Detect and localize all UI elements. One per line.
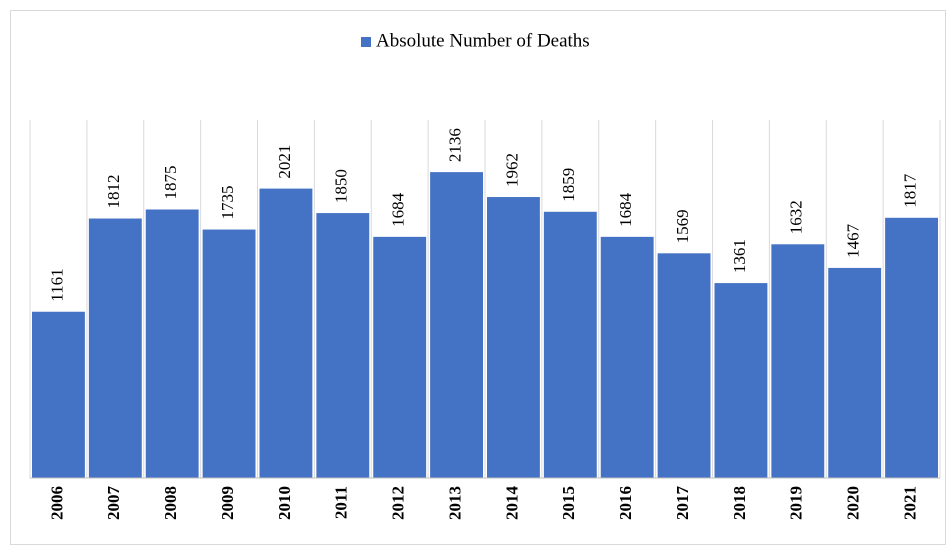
x-tick-label: 2021: [900, 486, 919, 520]
data-label: 1817: [900, 173, 919, 208]
bar: [543, 211, 597, 478]
x-tick-label: 2017: [673, 486, 692, 521]
x-tick-label: 2014: [502, 486, 521, 521]
bar: [600, 236, 654, 478]
bar: [373, 236, 427, 478]
bar: [145, 209, 199, 478]
data-label: 1684: [389, 192, 408, 227]
bar: [88, 218, 142, 478]
bar: [202, 229, 256, 478]
bar: [430, 172, 483, 478]
data-label: 2136: [445, 128, 464, 162]
x-tick-label: 2019: [787, 486, 806, 520]
bar: [828, 267, 882, 478]
data-label: 1875: [161, 166, 180, 200]
legend-swatch: [361, 37, 371, 47]
x-tick-label: 2006: [47, 486, 66, 520]
x-tick-label: 2013: [445, 486, 464, 520]
bar: [316, 213, 370, 478]
x-tick-label: 2015: [559, 486, 578, 520]
x-tick-label: 2007: [104, 486, 123, 521]
legend-label: Absolute Number of Deaths: [376, 30, 590, 51]
x-tick-label: 2016: [616, 486, 635, 520]
bar: [714, 283, 768, 478]
x-tick-label: 2011: [332, 486, 351, 519]
data-label: 1735: [218, 186, 237, 220]
bar: [259, 188, 313, 478]
data-label: 1161: [47, 268, 66, 301]
bar: [657, 253, 711, 478]
x-tick-label: 2009: [218, 486, 237, 520]
bar: [487, 197, 540, 478]
data-label: 1812: [104, 175, 123, 209]
x-tick-label: 2008: [161, 486, 180, 520]
data-label: 1850: [332, 169, 351, 203]
bar: [32, 311, 85, 478]
x-tick-label: 2018: [730, 486, 749, 520]
x-tick-label: 2020: [844, 486, 863, 520]
data-label: 1361: [730, 239, 749, 273]
data-label: 1569: [673, 209, 692, 243]
x-tick-label: 2012: [389, 486, 408, 520]
data-label: 1859: [559, 168, 578, 202]
bar: [771, 244, 825, 478]
data-label: 1632: [787, 200, 806, 234]
data-label: 1467: [844, 223, 863, 258]
data-label: 1684: [616, 192, 635, 227]
data-label: 1962: [502, 153, 521, 187]
bar: [885, 217, 938, 478]
data-label: 2021: [275, 145, 294, 179]
x-tick-label: 2010: [275, 486, 294, 520]
